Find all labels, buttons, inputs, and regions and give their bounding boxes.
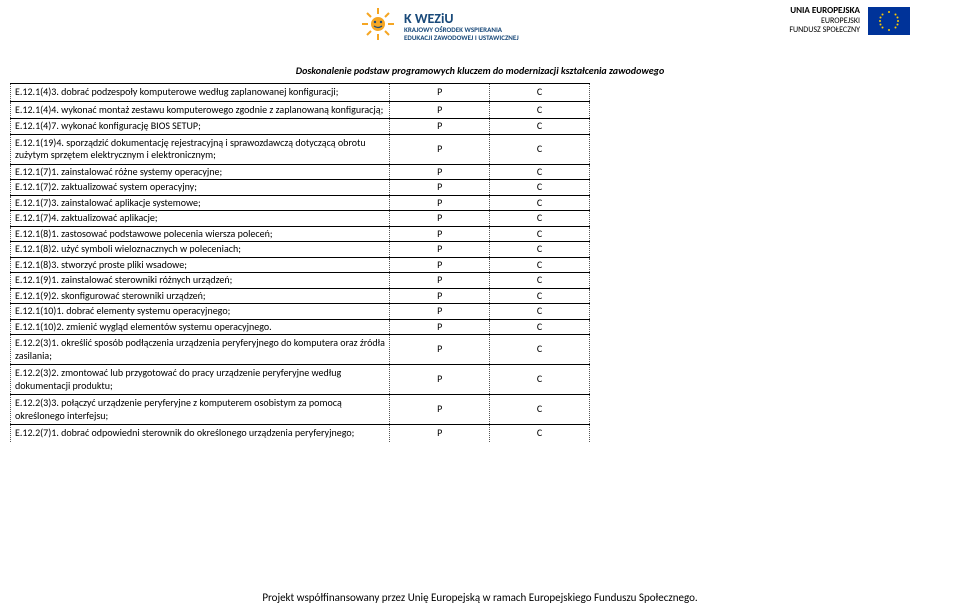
logo-line-2: EDUKACJI ZAWODOWEJ I USTAWICZNEJ xyxy=(404,34,519,42)
table-row: E.12.1(7)3. zainstalować aplikacje syste… xyxy=(11,195,590,211)
row-description: E.12.1(10)2. zmienić wygląd elementów sy… xyxy=(11,319,390,335)
row-description: E.12.1(7)4. zaktualizować aplikacje; xyxy=(11,211,390,227)
eu-logo-text: UNIA EUROPEJSKA EUROPEJSKI FUNDUSZ SPOŁE… xyxy=(789,6,860,36)
page-footer: Projekt współfinansowany przez Unię Euro… xyxy=(0,591,960,604)
row-col-p: P xyxy=(390,226,490,242)
row-description: E.12.1(9)1. zainstalować sterowniki różn… xyxy=(11,273,390,289)
row-col-p: P xyxy=(390,211,490,227)
table-row: E.12.1(19)4. sporządzić dokumentację rej… xyxy=(11,134,590,164)
row-description: E.12.1(8)3. stworzyć proste pliki wsadow… xyxy=(11,257,390,273)
row-col-c: C xyxy=(490,164,590,180)
row-col-c: C xyxy=(490,134,590,164)
table-row: E.12.1(7)2. zaktualizować system operacy… xyxy=(11,180,590,196)
row-col-c: C xyxy=(490,273,590,289)
row-col-p: P xyxy=(390,119,490,135)
koweziu-logo: K WEZiU KRAJOWY OŚRODEK WSPIERANIA EDUKA… xyxy=(360,6,519,46)
row-description: E.12.1(4)4. wykonać montaż zestawu kompu… xyxy=(11,101,390,119)
row-col-p: P xyxy=(390,365,490,395)
row-description: E.12.1(4)7. wykonać konfigurację BIOS SE… xyxy=(11,119,390,135)
row-col-c: C xyxy=(490,425,590,442)
row-col-p: P xyxy=(390,288,490,304)
row-description: E.12.2(3)2. zmontować lub przygotować do… xyxy=(11,365,390,395)
row-col-p: P xyxy=(390,425,490,442)
row-col-c: C xyxy=(490,84,590,102)
row-col-c: C xyxy=(490,226,590,242)
table-row: E.12.2(3)1. określić sposób podłączenia … xyxy=(11,335,590,365)
row-col-c: C xyxy=(490,395,590,425)
row-col-c: C xyxy=(490,335,590,365)
table-row: E.12.1(9)2. skonfigurować sterowniki urz… xyxy=(11,288,590,304)
row-col-p: P xyxy=(390,395,490,425)
table-row: E.12.1(8)3. stworzyć proste pliki wsadow… xyxy=(11,257,590,273)
row-col-c: C xyxy=(490,195,590,211)
project-subheader: Doskonalenie podstaw programowych klucze… xyxy=(0,60,960,83)
eu-line-3: FUNDUSZ SPOŁECZNY xyxy=(789,26,860,36)
row-description: E.12.1(7)3. zainstalować aplikacje syste… xyxy=(11,195,390,211)
row-description: E.12.1(8)2. użyć symboli wieloznacznych … xyxy=(11,242,390,258)
sun-icon xyxy=(360,6,400,46)
table-row: E.12.2(7)1. dobrać odpowiedni sterownik … xyxy=(11,425,590,442)
row-col-c: C xyxy=(490,319,590,335)
eu-flag-icon xyxy=(868,7,910,35)
row-col-c: C xyxy=(490,211,590,227)
row-description: E.12.2(7)1. dobrać odpowiedni sterownik … xyxy=(11,425,390,442)
page-header: K WEZiU KRAJOWY OŚRODEK WSPIERANIA EDUKA… xyxy=(0,0,960,60)
row-col-p: P xyxy=(390,180,490,196)
row-col-p: P xyxy=(390,257,490,273)
table-row: E.12.1(7)1. zainstalować różne systemy o… xyxy=(11,164,590,180)
row-description: E.12.1(9)2. skonfigurować sterowniki urz… xyxy=(11,288,390,304)
row-col-c: C xyxy=(490,257,590,273)
table-row: E.12.1(4)3. dobrać podzespoły komputerow… xyxy=(11,84,590,102)
table-row: E.12.1(10)2. zmienić wygląd elementów sy… xyxy=(11,319,590,335)
row-col-c: C xyxy=(490,101,590,119)
table-row: E.12.1(10)1. dobrać elementy systemu ope… xyxy=(11,304,590,320)
table-row: E.12.1(9)1. zainstalować sterowniki różn… xyxy=(11,273,590,289)
curriculum-table: E.12.1(4)3. dobrać podzespoły komputerow… xyxy=(10,83,590,442)
row-col-p: P xyxy=(390,242,490,258)
row-col-p: P xyxy=(390,101,490,119)
row-col-p: P xyxy=(390,84,490,102)
koweziu-logo-text: K WEZiU KRAJOWY OŚRODEK WSPIERANIA EDUKA… xyxy=(404,11,519,42)
row-col-c: C xyxy=(490,119,590,135)
row-description: E.12.2(3)3. połączyć urządzenie peryfery… xyxy=(11,395,390,425)
table-row: E.12.2(3)2. zmontować lub przygotować do… xyxy=(11,365,590,395)
row-col-p: P xyxy=(390,319,490,335)
row-col-p: P xyxy=(390,134,490,164)
row-col-c: C xyxy=(490,304,590,320)
table-row: E.12.1(8)1. zastosować podstawowe polece… xyxy=(11,226,590,242)
row-col-p: P xyxy=(390,304,490,320)
logo-title: K WEZiU xyxy=(404,11,519,26)
row-col-p: P xyxy=(390,273,490,289)
table-row: E.12.1(4)7. wykonać konfigurację BIOS SE… xyxy=(11,119,590,135)
row-col-c: C xyxy=(490,242,590,258)
row-col-c: C xyxy=(490,288,590,304)
table-row: E.12.1(4)4. wykonać montaż zestawu kompu… xyxy=(11,101,590,119)
row-col-p: P xyxy=(390,195,490,211)
table-row: E.12.2(3)3. połączyć urządzenie peryfery… xyxy=(11,395,590,425)
table-row: E.12.1(8)2. użyć symboli wieloznacznych … xyxy=(11,242,590,258)
table-row: E.12.1(7)4. zaktualizować aplikacje;PC xyxy=(11,211,590,227)
row-col-c: C xyxy=(490,365,590,395)
row-description: E.12.1(7)2. zaktualizować system operacy… xyxy=(11,180,390,196)
row-description: E.12.1(7)1. zainstalować różne systemy o… xyxy=(11,164,390,180)
table-container: E.12.1(4)3. dobrać podzespoły komputerow… xyxy=(0,83,960,442)
row-col-p: P xyxy=(390,164,490,180)
row-col-p: P xyxy=(390,335,490,365)
eu-logo: UNIA EUROPEJSKA EUROPEJSKI FUNDUSZ SPOŁE… xyxy=(789,6,910,36)
row-description: E.12.1(8)1. zastosować podstawowe polece… xyxy=(11,226,390,242)
row-description: E.12.1(10)1. dobrać elementy systemu ope… xyxy=(11,304,390,320)
row-description: E.12.1(19)4. sporządzić dokumentację rej… xyxy=(11,134,390,164)
row-col-c: C xyxy=(490,180,590,196)
row-description: E.12.1(4)3. dobrać podzespoły komputerow… xyxy=(11,84,390,102)
row-description: E.12.2(3)1. określić sposób podłączenia … xyxy=(11,335,390,365)
